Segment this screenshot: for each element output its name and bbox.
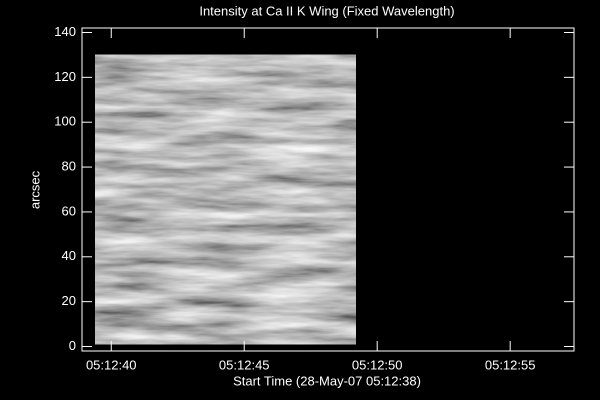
- image: [95, 54, 356, 345]
- y-axis-label: arcsec: [27, 170, 42, 209]
- y-tick-label: 0: [69, 338, 76, 353]
- plot-frame: [81, 27, 575, 352]
- y-tick-label: 20: [62, 293, 76, 308]
- y-tick-label: 140: [54, 24, 76, 39]
- x-tick-label: 05:12:55: [485, 357, 536, 372]
- x-axis-label: Start Time (28-May-07 05:12:38): [233, 373, 421, 388]
- y-tick-label: 100: [54, 114, 76, 129]
- x-tick-label: 05:12:50: [352, 357, 403, 372]
- y-tick-label: 40: [62, 248, 76, 263]
- x-tick-label: 05:12:45: [219, 357, 270, 372]
- y-tick-label: 120: [54, 69, 76, 84]
- y-tick-label: 80: [62, 159, 76, 174]
- y-tick-label: 60: [62, 203, 76, 218]
- x-tick-label: 05:12:40: [86, 357, 137, 372]
- chart-title: Intensity at Ca II K Wing (Fixed Wavelen…: [199, 3, 454, 18]
